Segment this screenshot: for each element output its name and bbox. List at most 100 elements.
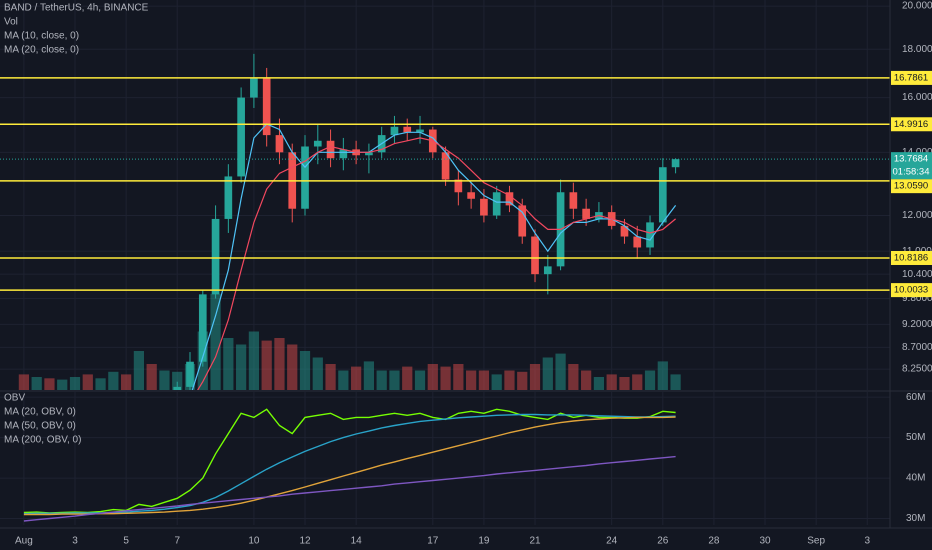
volume-bar — [376, 370, 387, 390]
x-tick-label: Aug — [15, 536, 33, 547]
candle-body — [313, 140, 322, 147]
level-label: 16.7861 — [894, 72, 928, 83]
x-tick-label: 26 — [657, 536, 669, 547]
candle-body — [416, 129, 424, 133]
volume-bar — [555, 353, 566, 390]
x-tick-label: 5 — [123, 536, 129, 547]
volume-bar — [427, 364, 438, 390]
candle-body — [633, 236, 642, 248]
candle-body — [505, 192, 514, 206]
volume-bar — [453, 364, 464, 390]
x-tick-label: 19 — [478, 536, 490, 547]
x-tick-label: 3 — [72, 536, 78, 547]
legend-entry: OBV — [4, 393, 25, 404]
candle-body — [365, 152, 373, 156]
volume-bar — [108, 371, 119, 390]
volume-bar — [338, 370, 349, 390]
candle-body — [403, 126, 412, 133]
y-tick-label: 10.4000 — [902, 269, 932, 280]
candle-body — [173, 386, 182, 390]
candle-body — [250, 77, 258, 98]
volume-bar — [581, 370, 592, 390]
price-grid — [0, 0, 890, 390]
volume-bar — [312, 357, 323, 390]
x-tick-label: 7 — [174, 536, 180, 547]
volume-bar — [529, 364, 541, 390]
x-tick-label: 14 — [351, 536, 363, 547]
volume-bar — [414, 370, 426, 390]
x-tick-label: 24 — [606, 536, 618, 547]
legend-entry: MA (50, OBV, 0) — [4, 421, 76, 432]
series-line — [23, 416, 676, 516]
candle-body — [531, 236, 539, 275]
candle-body — [658, 167, 667, 223]
volume-bar — [632, 374, 643, 390]
volume-bar — [121, 374, 132, 390]
volume-bar — [466, 370, 477, 390]
volume-bar — [287, 344, 298, 390]
volume-bar — [95, 378, 106, 390]
candle-body — [620, 225, 629, 237]
legend: BAND / TetherUS, 4h, BINANCE Vol MA (10,… — [4, 3, 149, 446]
x-tick-label: 21 — [529, 536, 541, 547]
obv-grid — [0, 392, 890, 525]
x-tick-label: Sep — [807, 536, 825, 547]
volume-bar — [133, 351, 145, 390]
level-label-bg — [891, 250, 932, 265]
volume-bar — [363, 361, 375, 390]
series-line — [197, 137, 676, 390]
level-label-bg — [891, 179, 932, 194]
price-pane — [0, 53, 890, 390]
candle-body — [646, 222, 654, 248]
volume-bar — [159, 370, 170, 390]
y-tick-label: 20.0000 — [902, 1, 932, 12]
candle-body — [211, 218, 220, 295]
volume-bar — [517, 371, 528, 390]
series-line — [23, 455, 676, 522]
candle-body — [224, 176, 233, 219]
candle-body — [262, 77, 271, 136]
volume-bar — [478, 370, 490, 390]
volume-bar — [670, 374, 681, 390]
volume-bar — [389, 370, 400, 390]
x-tick-label: 10 — [248, 536, 260, 547]
x-tick-label: 30 — [759, 536, 771, 547]
last-price-bg — [891, 152, 932, 180]
level-label: 10.0033 — [894, 285, 928, 296]
level-label: 14.9916 — [894, 119, 928, 130]
candle-body — [326, 140, 335, 159]
volume-bar — [504, 370, 515, 390]
volume-bar — [261, 340, 272, 390]
chart-title: BAND / TetherUS, 4h, BINANCE — [4, 3, 149, 14]
candle-body — [198, 294, 207, 362]
candle-body — [467, 192, 475, 199]
candle-body — [237, 97, 245, 177]
y-tick-label: 12.0000 — [902, 210, 932, 221]
y-tick-label: 9.2000 — [902, 319, 932, 330]
x-tick-label: 28 — [708, 536, 720, 547]
volume-bar — [351, 366, 362, 390]
y-tick-label: 60M — [906, 392, 925, 403]
candle-body — [301, 146, 309, 209]
legend-entry: MA (10, close, 0) — [4, 31, 79, 42]
volume-bar — [644, 370, 656, 390]
candle-body — [275, 135, 284, 153]
level-label-bg — [891, 283, 932, 298]
level-label-bg — [891, 117, 932, 132]
volume-bar — [657, 361, 668, 390]
legend-entry: MA (20, OBV, 0) — [4, 407, 76, 418]
volume-bar — [491, 374, 502, 390]
candle-body — [339, 149, 348, 159]
volume-bar — [146, 364, 157, 390]
last-price-label: 13.7684 — [894, 154, 928, 165]
candle-body — [454, 179, 463, 193]
y-tick-label: 16.0000 — [902, 92, 932, 103]
x-tick-label: 17 — [427, 536, 439, 547]
level-label: 13.0590 — [894, 181, 928, 192]
axes: Aug 3 5 7 10 12 14 17 19 21 24 26 28 30 Sep 3 20.0000 18.… — [15, 1, 932, 547]
candle-body — [543, 266, 552, 275]
candle-body — [518, 205, 527, 237]
candle-body — [441, 152, 450, 180]
volume-bar — [440, 366, 451, 390]
